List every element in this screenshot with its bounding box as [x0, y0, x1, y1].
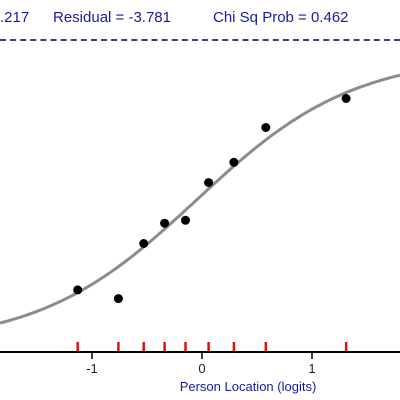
x-tick-label: 1 — [308, 361, 315, 376]
expected-curve — [0, 73, 400, 325]
class-interval-marks — [76, 342, 348, 352]
observed-point — [181, 215, 190, 225]
observed-point — [341, 94, 351, 103]
observed-point — [73, 285, 83, 295]
observed-point — [160, 218, 170, 228]
observed-point — [261, 123, 271, 132]
observed-point — [113, 294, 123, 304]
chi-sq-prob-stat: Chi Sq Prob = 0.462 — [213, 9, 349, 26]
x-axis-title: Person Location (logits) — [180, 379, 317, 394]
observed-points — [73, 94, 351, 304]
header-divider — [0, 39, 400, 41]
x-tick-label: -1 — [86, 361, 98, 376]
residual-stat: Residual = -3.781 — [53, 9, 171, 26]
fit-stat-partial: .217 — [0, 9, 30, 26]
observed-point — [139, 239, 149, 248]
x-tick-label: 0 — [198, 361, 205, 376]
fit-statistics: .217 Residual = -3.781 Chi Sq Prob = 0.4… — [0, 9, 400, 31]
observed-point — [204, 178, 214, 188]
observed-point — [229, 157, 239, 167]
x-axis-ticks: -1 0 1 — [86, 352, 316, 376]
